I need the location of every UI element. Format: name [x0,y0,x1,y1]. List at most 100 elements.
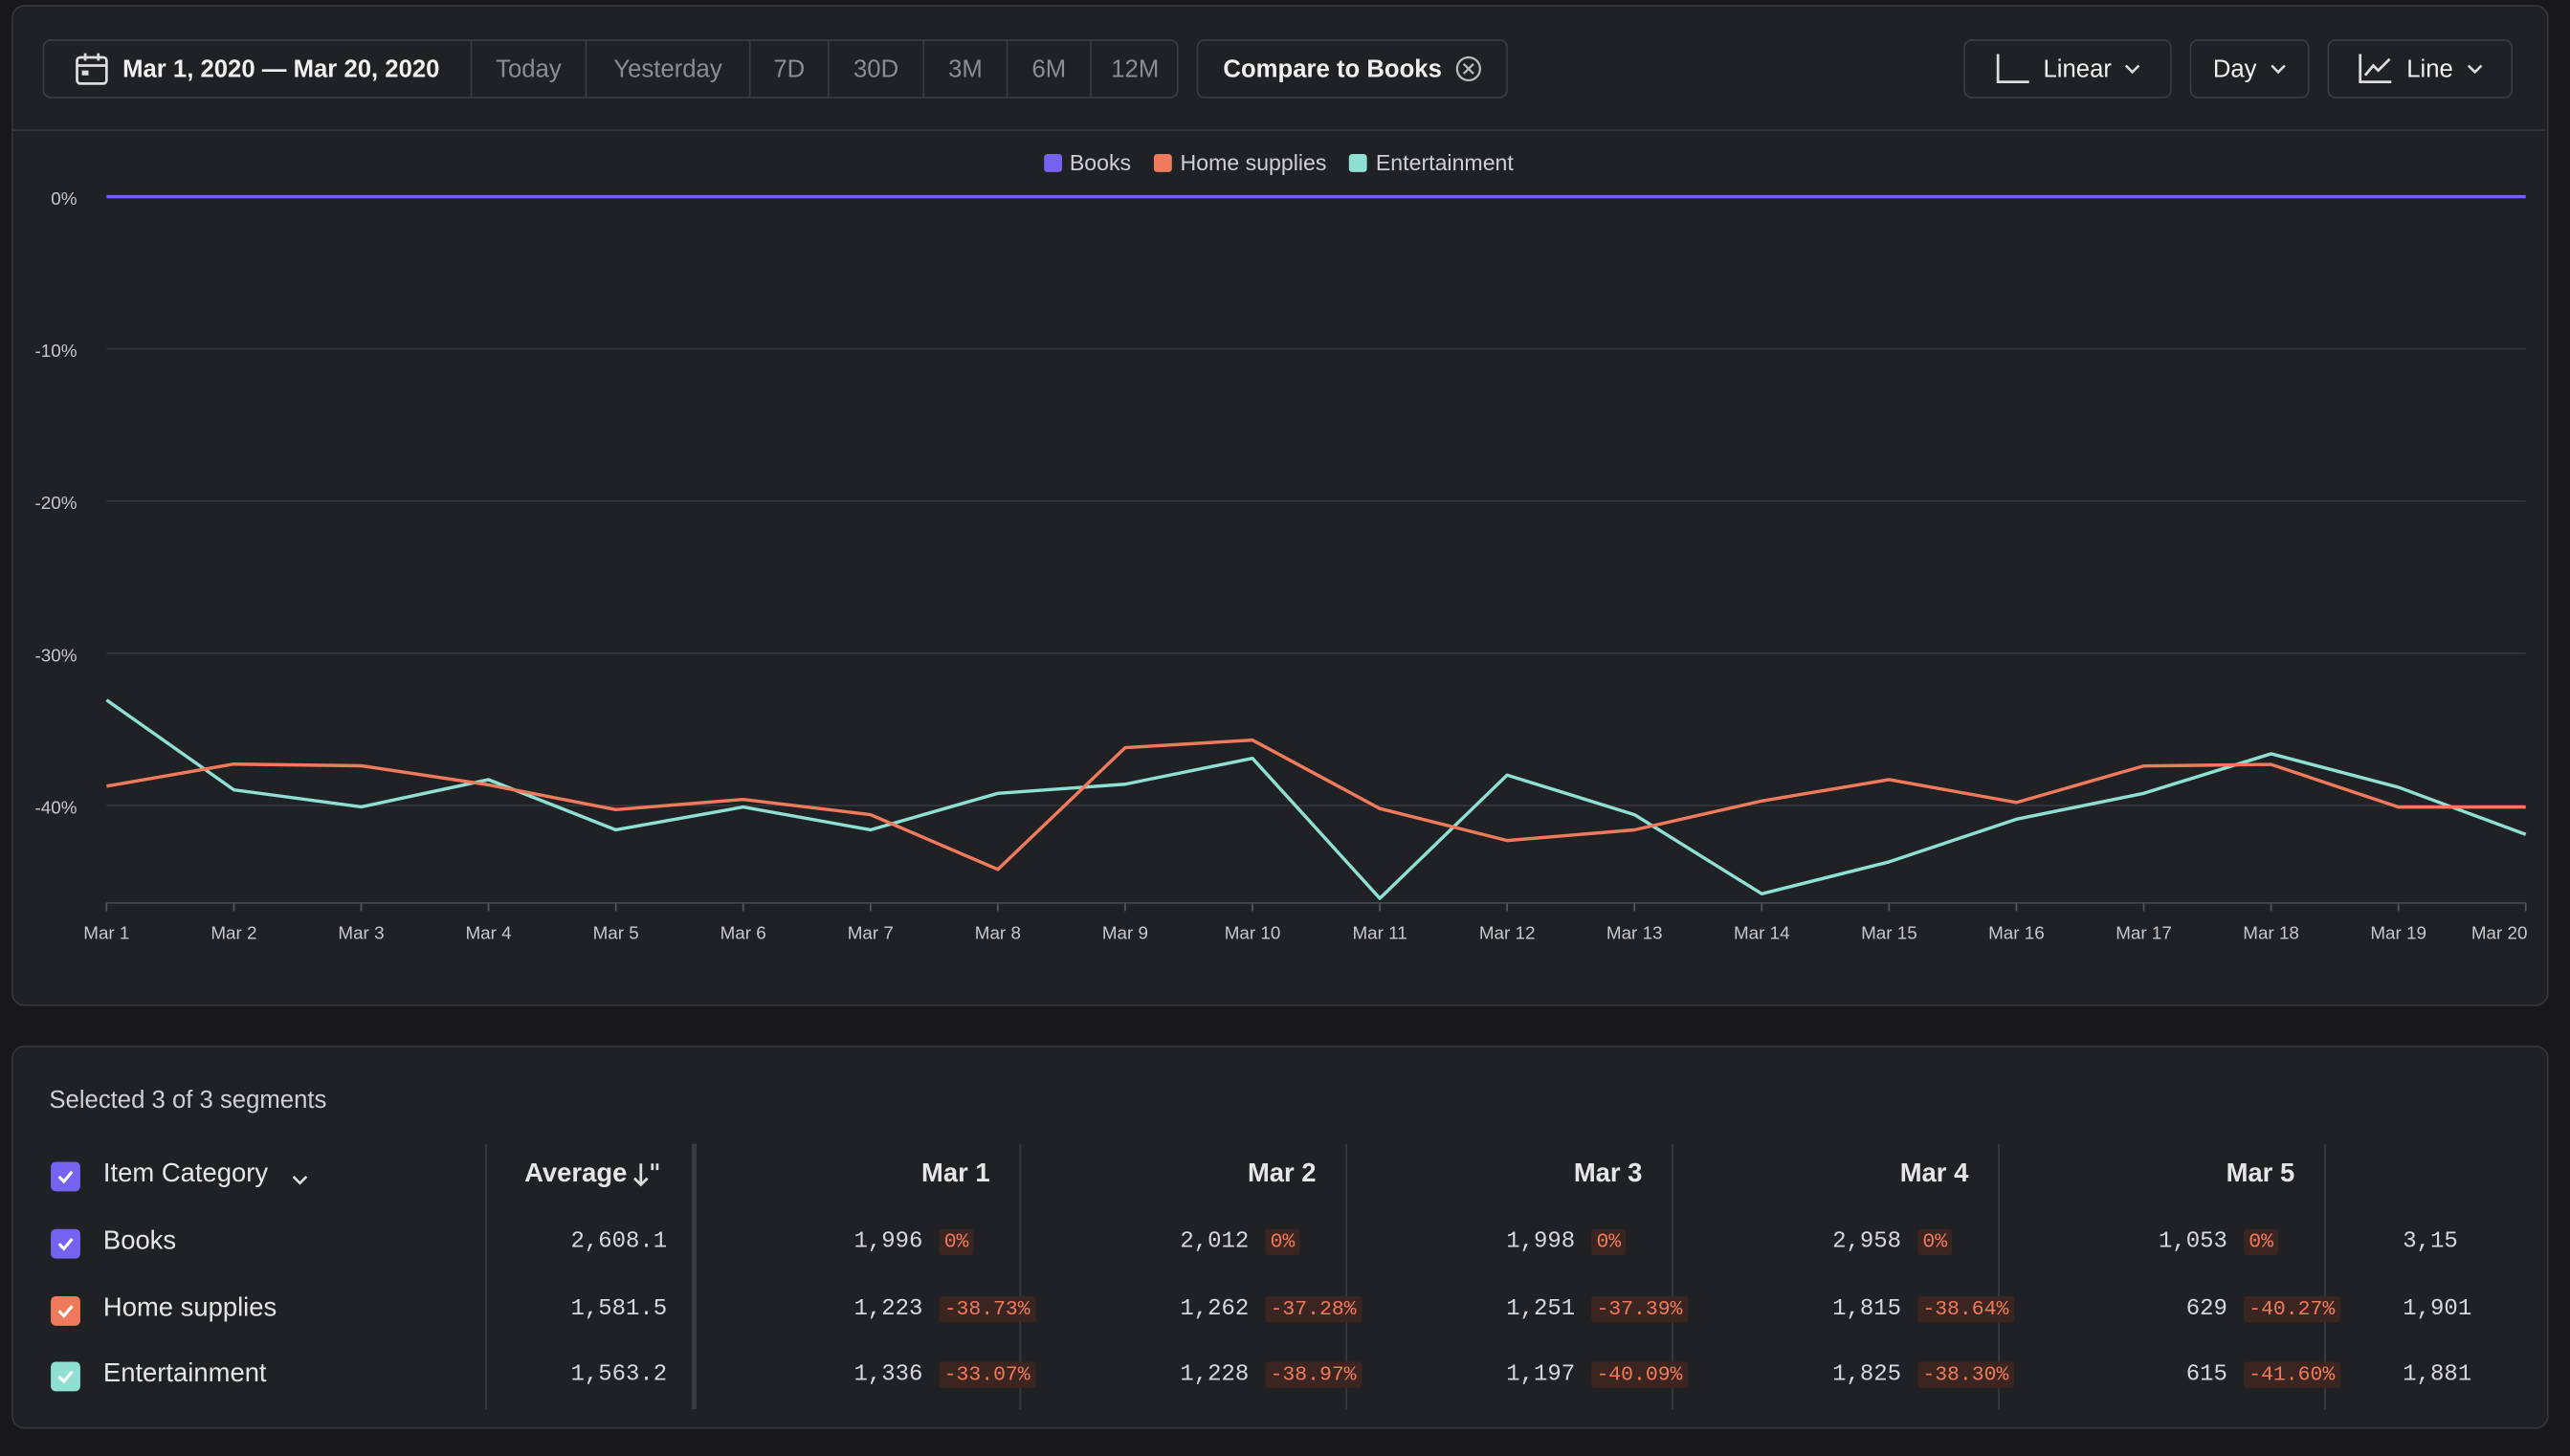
x-tick-label: Mar 19 [2370,922,2426,942]
calendar-icon [75,53,108,85]
legend-label: Books [1069,149,1132,175]
interval-label: Day [2212,55,2257,83]
x-tick-label: Mar 9 [1102,922,1148,942]
x-tick-label: Mar 18 [2243,922,2299,942]
cell-value: 1,336 [853,1361,923,1388]
divider [11,129,2546,132]
x-tick-label: Mar 5 [593,922,639,942]
group-header[interactable]: Item Category [102,1159,269,1188]
cell-value: 1,197 [1506,1361,1576,1388]
checkbox[interactable] [51,1295,80,1326]
x-tick-label: Mar 11 [1352,922,1407,942]
cell-value: 1,996 [853,1228,923,1256]
chevron [292,1176,308,1185]
close-icon[interactable] [1455,55,1481,82]
chart-type-button[interactable]: Line [2327,39,2514,99]
checkbox[interactable] [51,1228,80,1259]
chart-panel [11,5,2549,1006]
cell-change: 0% [939,1228,974,1256]
preset-button[interactable]: Yesterday [585,39,749,99]
scale-label: Linear [2043,55,2112,83]
column-header: Mar 3 [1573,1159,1643,1188]
column-divider [691,1143,698,1410]
x-tick-label: Mar 1 [83,922,129,942]
x-tick-label: Mar 13 [1606,922,1663,942]
cell-value: 2,958 [1832,1228,1902,1256]
cell-value: 2,012 [1180,1228,1250,1256]
x-tick-label: Mar 2 [210,922,256,942]
check-mark [57,1238,74,1251]
column-divider [485,1143,487,1410]
cell-value: 615 [2185,1361,2227,1388]
check-icon [57,1370,74,1384]
column-header: Mar 5 [2226,1159,2295,1188]
preset-button[interactable]: 30D [828,39,922,99]
table: Item Category Average Mar 1 Mar 2 Mar 3 Mar 4… [51,1143,2472,1410]
check-mark [57,1170,74,1184]
cell-value: 1,223 [853,1295,923,1323]
column-header: Mar 2 [1247,1159,1317,1188]
legend-label: Entertainment [1375,149,1514,175]
legend-swatch [1154,153,1172,172]
date-group [42,39,1179,99]
row-name: Home supplies [102,1294,277,1323]
x-tick-label: Mar 16 [1988,922,2045,942]
x-tick-label: Mar 6 [720,922,766,942]
checkbox[interactable] [51,1361,80,1392]
compare-button[interactable]: Compare to Books [1196,39,1508,99]
check-mark [57,1370,74,1384]
average-header[interactable]: Average [524,1159,628,1188]
row-name: Entertainment [102,1359,267,1388]
interval-button[interactable]: Day [2189,39,2310,99]
cell-change: -37.28% [1265,1295,1362,1323]
preset-button[interactable]: 6M [1006,39,1090,99]
cell-value: 1,998 [1506,1228,1576,1256]
cell-change: -37.39% [1591,1295,1688,1323]
cell-value: 629 [2185,1295,2227,1323]
y-tick-label: 0% [51,188,77,209]
row-name: Books [102,1227,177,1256]
cell-change: -38.97% [1265,1361,1362,1388]
y-tick-label: -20% [35,493,78,513]
y-tick-label: -10% [35,341,78,361]
cell-change: 0% [1591,1228,1627,1256]
legend-item: Home supplies [1154,147,1326,177]
cell-value-partial: 1,901 [2403,1295,2472,1323]
chevron [2271,64,2286,75]
check-mark [57,1305,74,1318]
preset-button[interactable]: 7D [748,39,828,99]
cell-change: -40.27% [2244,1295,2340,1323]
preset-button[interactable]: 3M [922,39,1006,99]
line-icon [2359,54,2392,84]
x-tick-label: Mar 3 [338,922,384,942]
date-range-button[interactable]: Mar 1, 2020 — Mar 20, 2020 [43,39,471,99]
scale-button[interactable]: Linear [1963,39,2172,99]
column-divider [2324,1143,2326,1410]
axis-icon [1996,54,2029,84]
preset-button[interactable]: Today [470,39,586,99]
x-tick-label: Mar 8 [975,922,1021,942]
cell-value: 1,251 [1506,1295,1576,1323]
x-tick-label: Mar 20 [2471,922,2528,942]
cell-value: 1,825 [1832,1361,1902,1388]
x-tick-label: Mar 4 [465,922,511,942]
cell-change: -38.73% [939,1295,1035,1323]
sort-icon [632,1163,659,1187]
preset-button[interactable]: 12M [1090,39,1179,99]
y-tick-label: -40% [35,797,78,817]
x-tick-label: Mar 17 [2116,922,2172,942]
legend-swatch [1043,153,1062,172]
cell-value: 1,228 [1180,1361,1250,1388]
column-header: Mar 1 [921,1159,990,1188]
cell-change: -38.30% [1917,1361,2014,1388]
check-icon [57,1238,74,1251]
cell-change: -38.64% [1917,1295,2014,1323]
x-tick-label: Mar 7 [848,922,894,942]
x-tick-label: Mar 10 [1225,922,1281,942]
column-divider [1672,1143,1673,1410]
compare-label: Compare to Books [1223,55,1442,83]
y-tick-label: -30% [35,645,78,665]
cell-value-partial: 3,15 [2403,1228,2458,1256]
checkbox[interactable] [51,1161,80,1192]
